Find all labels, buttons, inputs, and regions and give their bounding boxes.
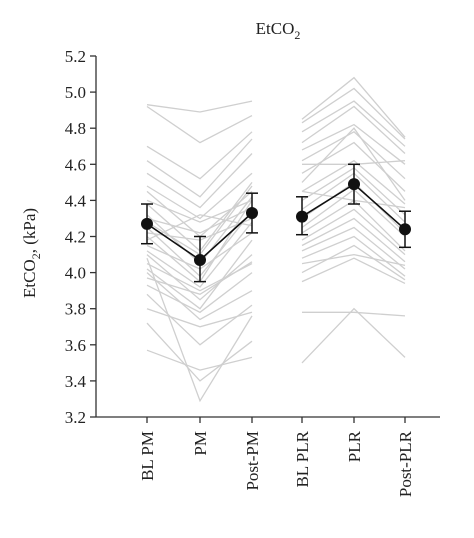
y-tick-label: 4.4 [65, 191, 87, 210]
mean-point [141, 217, 153, 230]
individual-line [146, 261, 253, 296]
individual-line [301, 244, 406, 281]
x-category-label: PLR [345, 430, 364, 462]
y-tick-label: 3.8 [65, 300, 86, 319]
axes [95, 56, 440, 423]
individual-line [301, 100, 406, 147]
individual-line [302, 311, 406, 317]
individual-line [146, 207, 253, 234]
individual-line [146, 153, 253, 209]
individual-line [301, 141, 406, 192]
individual-line [146, 322, 253, 382]
individual-line [301, 235, 406, 277]
y-tick-label: 3.2 [65, 408, 86, 427]
individual-line [146, 349, 253, 371]
individual-line [146, 172, 253, 220]
individual-line [146, 221, 253, 288]
individual-line [301, 131, 406, 180]
individual-line [146, 257, 253, 403]
x-category-label: BL PLR [293, 430, 312, 487]
individual-lines [146, 76, 406, 403]
individual-line [146, 308, 253, 328]
individual-line [146, 199, 253, 223]
individual-line [301, 307, 406, 364]
individual-line [301, 159, 406, 205]
individual-line [301, 257, 406, 284]
mean-series [141, 163, 411, 283]
individual-line [146, 239, 253, 310]
y-tick-label: 3.4 [65, 372, 87, 391]
mean-point [399, 223, 411, 236]
individual-line [301, 226, 406, 270]
y-tick-label: 4.2 [65, 228, 86, 247]
y-tick-label: 4.6 [65, 155, 86, 174]
mean-point [296, 210, 308, 223]
individual-line [301, 123, 406, 165]
individual-line [301, 253, 406, 267]
x-category-label: Post-PLR [396, 430, 415, 497]
individual-line [146, 138, 253, 198]
individual-line [301, 76, 406, 138]
individual-line [301, 87, 406, 140]
y-axis-label: EtCO2, (kPa) [20, 208, 43, 298]
individual-line [301, 208, 406, 256]
individual-line [301, 105, 406, 154]
individual-line [146, 131, 253, 180]
mean-point [246, 207, 258, 220]
y-tick-label: 4.8 [65, 119, 86, 138]
y-tick-label: 5.0 [65, 83, 86, 102]
individual-line [146, 254, 253, 301]
individual-line [146, 105, 253, 144]
mean-point [194, 253, 206, 266]
individual-line [146, 100, 253, 113]
individual-line [146, 214, 253, 241]
y-tick-label: 3.6 [65, 336, 86, 355]
individual-line [301, 217, 406, 263]
mean-point [348, 178, 360, 191]
chart-title: EtCO2 [256, 19, 301, 42]
individual-line [146, 272, 253, 321]
y-tick-label: 4.0 [65, 264, 86, 283]
x-axis-labels: BL PM PM Post-PM BL PLR PLR Post-PLR [138, 430, 415, 497]
individual-line [146, 272, 253, 314]
individual-line [146, 293, 253, 346]
x-category-label: BL PM [138, 431, 157, 481]
x-category-label: PM [191, 431, 210, 456]
y-tick-label: 5.2 [65, 47, 86, 66]
y-axis-ticks: 3.2 3.4 3.6 3.8 4.0 4.2 4.4 4.6 4.8 5.0 5.2 [65, 47, 96, 427]
x-category-label: Post-PM [243, 431, 262, 491]
